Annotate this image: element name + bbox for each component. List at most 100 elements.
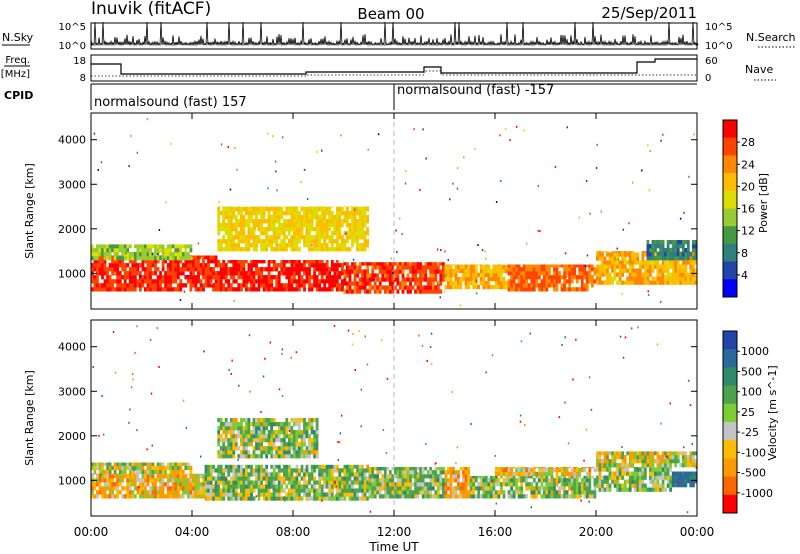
power-cell <box>666 260 670 265</box>
power-cell <box>91 256 94 261</box>
power-cell <box>676 272 680 277</box>
power-cell <box>149 283 152 288</box>
power-cell <box>298 287 301 292</box>
power-cell <box>565 287 569 292</box>
power-cell <box>242 239 246 244</box>
power-cell <box>479 268 483 274</box>
velocity-cell <box>133 474 137 479</box>
velocity-cell <box>234 438 238 443</box>
velocity-cell <box>128 490 132 495</box>
power-cell <box>613 251 617 253</box>
power-cell <box>272 207 276 212</box>
velocity-cell <box>510 490 513 495</box>
power-cell <box>669 260 672 265</box>
power-cell <box>419 285 422 290</box>
velocity-cell <box>315 450 319 455</box>
power-cell <box>477 272 481 278</box>
power-cell <box>591 275 594 280</box>
velocity-cell <box>146 478 150 483</box>
velocity-cell <box>128 494 132 499</box>
velocity-cell <box>366 484 369 489</box>
power-cell <box>222 271 226 276</box>
power-cell <box>335 279 339 284</box>
velocity-cell <box>351 468 354 473</box>
power-cell <box>217 206 221 208</box>
velocity-cell <box>520 478 524 483</box>
velocity-cell <box>144 486 147 491</box>
power-cell <box>242 275 246 280</box>
velocity-cell <box>603 459 607 464</box>
velocity-cell <box>621 459 625 464</box>
power-cell <box>255 263 258 268</box>
velocity-cell <box>328 488 332 493</box>
velocity-cell <box>300 476 304 481</box>
power-cell <box>671 272 675 277</box>
power-cell <box>431 289 435 294</box>
power-cell <box>318 287 321 292</box>
velocity-cell <box>305 468 309 473</box>
power-cell <box>603 260 607 265</box>
power-cell <box>482 284 486 290</box>
velocity-cell <box>133 473 137 475</box>
power-cell <box>293 219 296 224</box>
velocity-cell <box>298 426 301 431</box>
power-cell <box>497 276 501 282</box>
velocity-cell <box>287 476 291 481</box>
power-cell <box>527 275 531 280</box>
velocity-cell <box>156 486 160 491</box>
velocity-cell <box>156 462 160 466</box>
power-cell <box>262 211 266 216</box>
velocity-cell <box>171 478 175 483</box>
power-cell <box>618 264 622 269</box>
power-cell <box>315 287 319 292</box>
power-cell <box>255 243 258 248</box>
power-cell <box>356 289 359 294</box>
power-cell <box>290 243 294 248</box>
velocity-cell <box>444 494 448 499</box>
velocity-cell <box>361 492 364 497</box>
velocity-cell <box>313 454 316 459</box>
power-cell <box>320 219 324 224</box>
power-cell <box>146 263 150 268</box>
velocity-cell <box>537 478 541 483</box>
velocity-cell <box>414 494 417 499</box>
power-cell <box>91 287 94 292</box>
velocity-cell <box>252 480 256 485</box>
velocity-cell <box>308 472 311 477</box>
velocity-cell <box>363 492 367 497</box>
velocity-cell <box>250 434 253 439</box>
power-cell <box>502 276 506 282</box>
velocity-cell <box>277 492 281 497</box>
velocity-cell <box>310 464 314 469</box>
velocity-cell <box>452 467 455 471</box>
power-cell <box>245 247 248 252</box>
velocity-cell <box>358 488 362 493</box>
power-cell <box>659 276 662 281</box>
power-cell <box>482 264 486 270</box>
power-cell <box>270 279 274 284</box>
velocity-cell <box>287 454 291 459</box>
velocity-cell <box>234 476 238 481</box>
velocity-cell <box>404 494 407 499</box>
power-cell <box>323 219 327 224</box>
power-cell <box>257 219 261 224</box>
velocity-cell <box>257 422 261 427</box>
power-cell <box>247 275 251 280</box>
power-cell <box>146 244 150 249</box>
power-cell <box>232 260 236 264</box>
velocity-cell <box>669 467 672 468</box>
velocity-cell <box>240 472 243 477</box>
velocity-cell <box>548 490 551 495</box>
power-cell <box>232 206 236 208</box>
velocity-cell <box>388 494 392 499</box>
velocity-cell <box>139 482 142 487</box>
power-cell <box>563 267 566 272</box>
power-cell <box>633 276 637 281</box>
power-cell <box>373 281 377 286</box>
velocity-cell <box>237 464 241 469</box>
velocity-cell <box>618 451 622 456</box>
power-cell <box>108 263 112 268</box>
velocity-cell <box>257 488 261 493</box>
velocity-cell <box>207 464 210 469</box>
velocity-cell <box>103 474 107 479</box>
